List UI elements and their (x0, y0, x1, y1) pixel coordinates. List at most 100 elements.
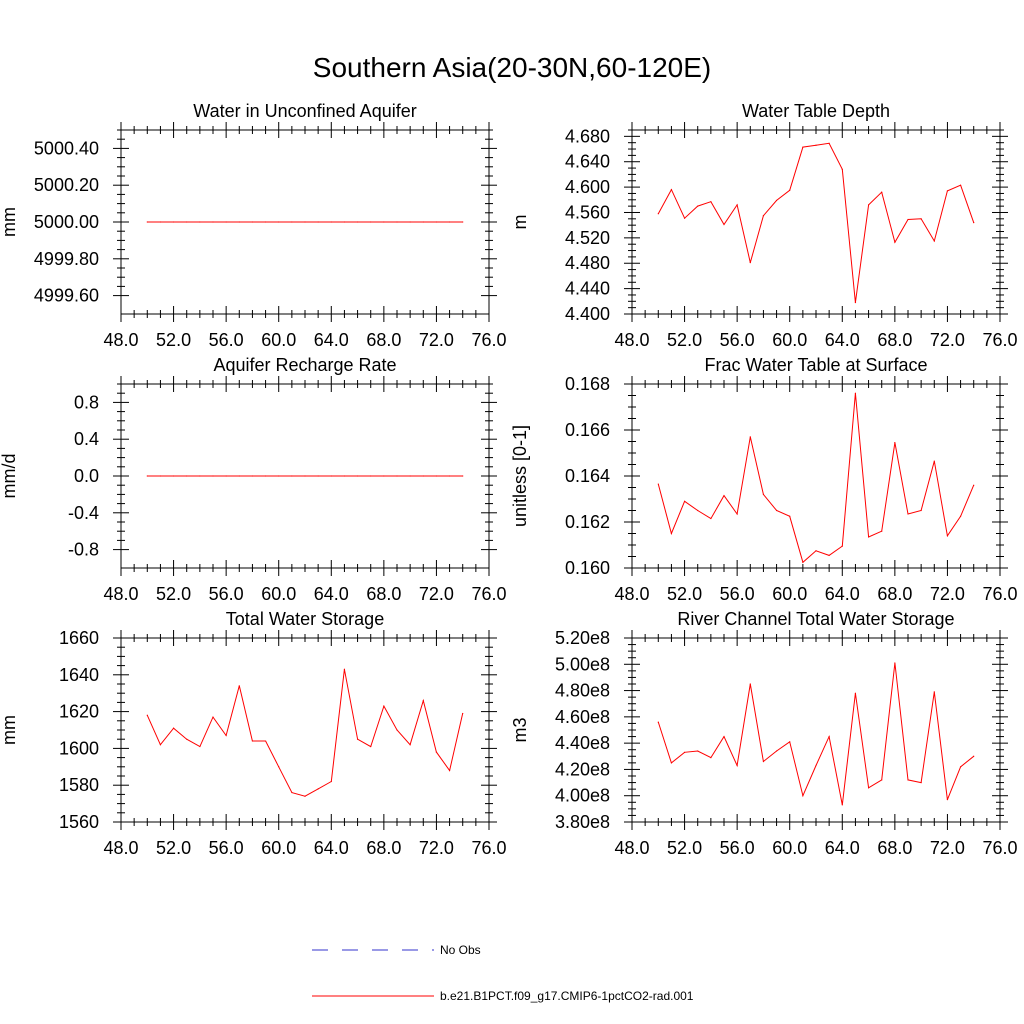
x-tick-label: 68.0 (366, 584, 401, 604)
data-point (894, 442, 896, 444)
data-point (802, 795, 804, 797)
data-point (330, 221, 332, 223)
data-point (238, 221, 240, 223)
y-tick-label: 5000.40 (34, 138, 99, 158)
data-point (396, 729, 398, 731)
y-tick-label: 4.80e8 (555, 681, 610, 701)
data-point (317, 221, 319, 223)
data-point (841, 168, 843, 170)
data-point (238, 685, 240, 687)
data-point (894, 662, 896, 664)
data-point (278, 221, 280, 223)
y-tick-label: 0.162 (565, 512, 610, 532)
data-point (973, 222, 975, 224)
x-tick-label: 52.0 (667, 584, 702, 604)
data-point (462, 712, 464, 715)
data-point (710, 517, 712, 520)
data-point (775, 750, 778, 752)
data-point (172, 475, 175, 477)
data-point (304, 795, 306, 797)
data-point (881, 530, 883, 532)
data-point (448, 769, 451, 772)
data-point (186, 738, 188, 740)
x-tick-label: 68.0 (877, 584, 912, 604)
y-tick-label: 1600 (59, 738, 99, 758)
y-tick-label: 4.520 (565, 228, 610, 248)
x-tick-label: 76.0 (982, 584, 1017, 604)
x-tick-label: 48.0 (103, 584, 138, 604)
x-tick-label: 60.0 (772, 584, 807, 604)
data-point (946, 190, 949, 192)
data-point (212, 221, 214, 223)
x-tick-label: 72.0 (930, 838, 965, 858)
data-point (291, 475, 293, 477)
panel-5: Total Water Storage mm 48.0 52.0 56.0 60.0 64.… (0, 609, 507, 858)
figure-title: Southern Asia(20-30N,60-120E) (312, 52, 712, 83)
data-point (841, 545, 843, 547)
panel-title: Frac Water Table at Surface (704, 355, 927, 375)
data-point (933, 460, 935, 462)
y-tick-label: -0.8 (68, 540, 99, 560)
y-tick-label: 0.164 (565, 466, 610, 486)
data-point (749, 262, 751, 264)
y-axis-label: mm (0, 207, 19, 237)
data-point (159, 744, 162, 746)
data-point (291, 221, 293, 223)
data-point (749, 436, 751, 438)
data-point (789, 741, 791, 743)
data-point (264, 221, 267, 223)
data-point (920, 509, 922, 512)
data-point (959, 184, 962, 186)
y-tick-label: 0.168 (565, 374, 610, 394)
data-point (920, 781, 922, 784)
x-tick-label: 76.0 (982, 330, 1017, 350)
x-tick-label: 52.0 (156, 838, 191, 858)
series-line (657, 662, 975, 805)
data-point (199, 745, 201, 748)
x-tick-label: 60.0 (261, 330, 296, 350)
data-point (973, 484, 975, 486)
x-tick-label: 48.0 (103, 838, 138, 858)
y-tick-label: 4.40e8 (555, 733, 610, 753)
data-point (854, 692, 857, 694)
data-point (343, 668, 346, 670)
data-point (881, 191, 883, 193)
x-tick-label: 68.0 (366, 330, 401, 350)
data-point (854, 301, 857, 304)
x-tick-label: 72.0 (419, 330, 454, 350)
legend: No Obs b.e21.B1PCT.f09_g17.CMIP6-1pctCO2-… (312, 943, 694, 1003)
x-tick-label: 68.0 (877, 330, 912, 350)
data-point (435, 221, 438, 223)
y-tick-label: 4999.80 (34, 249, 99, 269)
x-tick-label: 48.0 (614, 584, 649, 604)
data-point (199, 475, 201, 477)
data-point (670, 189, 673, 191)
x-tick-label: 76.0 (982, 838, 1017, 858)
data-point (867, 536, 870, 538)
x-tick-label: 76.0 (471, 838, 506, 858)
panel-4: Frac Water Table at Surface unitless [0-1… (510, 355, 1018, 604)
data-point (330, 780, 332, 783)
panel-title: Water in Unconfined Aquifer (193, 101, 416, 121)
data-point (802, 561, 804, 563)
data-point (657, 721, 659, 723)
y-tick-label: 4.20e8 (555, 759, 610, 779)
x-tick-label: 68.0 (366, 838, 401, 858)
data-point (370, 745, 372, 748)
y-tick-label: 4.640 (565, 152, 610, 172)
y-axis-label: unitless [0-1] (510, 425, 530, 527)
data-point (435, 751, 438, 753)
data-point (396, 221, 398, 223)
data-point (396, 475, 398, 477)
x-tick-label: 56.0 (209, 584, 244, 604)
data-point (343, 475, 346, 477)
data-point (670, 762, 673, 764)
panel-title: Aquifer Recharge Rate (213, 355, 396, 375)
data-point (383, 221, 385, 223)
data-point (802, 146, 804, 148)
data-point (946, 799, 949, 801)
y-axis-label: m (510, 215, 530, 230)
x-tick-label: 76.0 (471, 330, 506, 350)
data-point (186, 475, 188, 477)
x-tick-label: 64.0 (314, 584, 349, 604)
